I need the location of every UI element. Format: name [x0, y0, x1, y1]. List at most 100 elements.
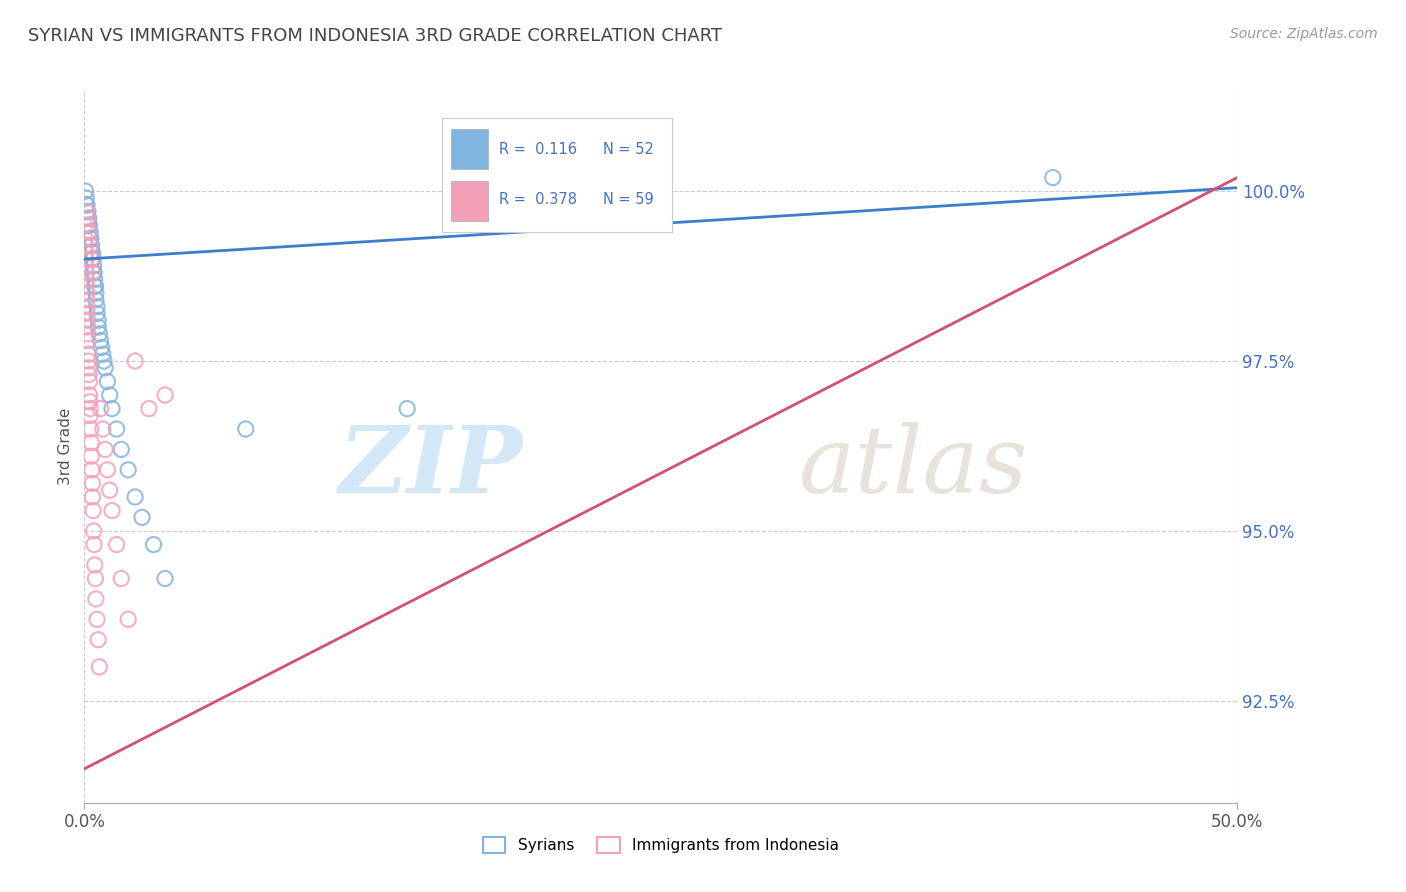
Text: atlas: atlas [799, 423, 1029, 512]
Point [77, 211, 100, 226]
Point [124, 490, 146, 504]
Point [76, 326, 98, 341]
Point [79, 409, 101, 423]
Point [79, 394, 101, 409]
Point [76, 313, 98, 327]
Y-axis label: 3rd Grade: 3rd Grade [58, 408, 73, 484]
Point [80, 435, 103, 450]
Point [76, 211, 98, 226]
Point [117, 612, 139, 626]
Point [80, 252, 103, 266]
Point [82, 503, 104, 517]
Point [138, 401, 160, 416]
Point [98, 388, 121, 402]
Point [73, 232, 96, 246]
Point [396, 401, 419, 416]
Point [75, 272, 97, 286]
Point [77, 347, 100, 361]
Point [235, 422, 257, 436]
Text: Source: ZipAtlas.com: Source: ZipAtlas.com [1230, 27, 1378, 41]
Point [91, 347, 114, 361]
Point [79, 388, 101, 402]
Point [80, 245, 103, 260]
Point [75, 266, 97, 280]
Point [86, 300, 108, 314]
Point [110, 442, 132, 457]
Point [101, 503, 124, 517]
Point [83, 524, 105, 538]
Point [76, 211, 98, 226]
Point [83, 272, 105, 286]
Point [90, 341, 112, 355]
Point [105, 537, 128, 551]
Point [82, 490, 104, 504]
Point [82, 476, 104, 491]
Point [76, 300, 98, 314]
Point [87, 320, 110, 334]
Point [77, 211, 100, 226]
Point [93, 354, 115, 368]
Point [83, 266, 105, 280]
Point [79, 375, 101, 389]
Point [1042, 170, 1064, 185]
Point [75, 238, 97, 252]
Point [83, 259, 105, 273]
Point [76, 320, 98, 334]
Point [79, 401, 101, 416]
Point [80, 449, 103, 463]
Point [142, 537, 165, 551]
Point [82, 266, 104, 280]
Point [84, 286, 107, 301]
Point [83, 279, 105, 293]
Point [80, 238, 103, 252]
Point [76, 286, 98, 301]
Point [75, 259, 97, 273]
Point [75, 245, 97, 260]
Point [76, 204, 98, 219]
Point [77, 218, 100, 232]
Point [117, 463, 139, 477]
Point [153, 388, 176, 402]
Point [77, 368, 100, 382]
Point [75, 279, 97, 293]
Point [84, 293, 107, 307]
Point [79, 238, 101, 252]
Point [77, 225, 100, 239]
Point [84, 572, 107, 586]
Point [79, 225, 101, 239]
Point [77, 334, 100, 348]
Point [76, 306, 98, 320]
Point [96, 375, 118, 389]
Point [153, 572, 176, 586]
Point [98, 483, 121, 498]
Point [83, 266, 105, 280]
Point [79, 225, 101, 239]
Text: ZIP: ZIP [339, 423, 523, 512]
Point [124, 354, 146, 368]
Point [94, 442, 117, 457]
Point [75, 191, 97, 205]
Point [86, 306, 108, 320]
Point [76, 293, 98, 307]
Point [75, 252, 97, 266]
Point [82, 252, 104, 266]
Point [80, 238, 103, 252]
Point [101, 401, 124, 416]
Point [82, 245, 104, 260]
Point [89, 326, 111, 341]
Point [80, 422, 103, 436]
Legend: Syrians, Immigrants from Indonesia: Syrians, Immigrants from Indonesia [477, 831, 845, 859]
Point [83, 558, 105, 572]
Point [89, 401, 111, 416]
Point [76, 204, 98, 219]
Point [80, 232, 103, 246]
Point [76, 198, 98, 212]
Point [76, 198, 98, 212]
Point [87, 313, 110, 327]
Point [80, 463, 103, 477]
Point [76, 204, 98, 219]
Point [83, 537, 105, 551]
Point [75, 184, 97, 198]
Point [86, 612, 108, 626]
Point [89, 334, 111, 348]
